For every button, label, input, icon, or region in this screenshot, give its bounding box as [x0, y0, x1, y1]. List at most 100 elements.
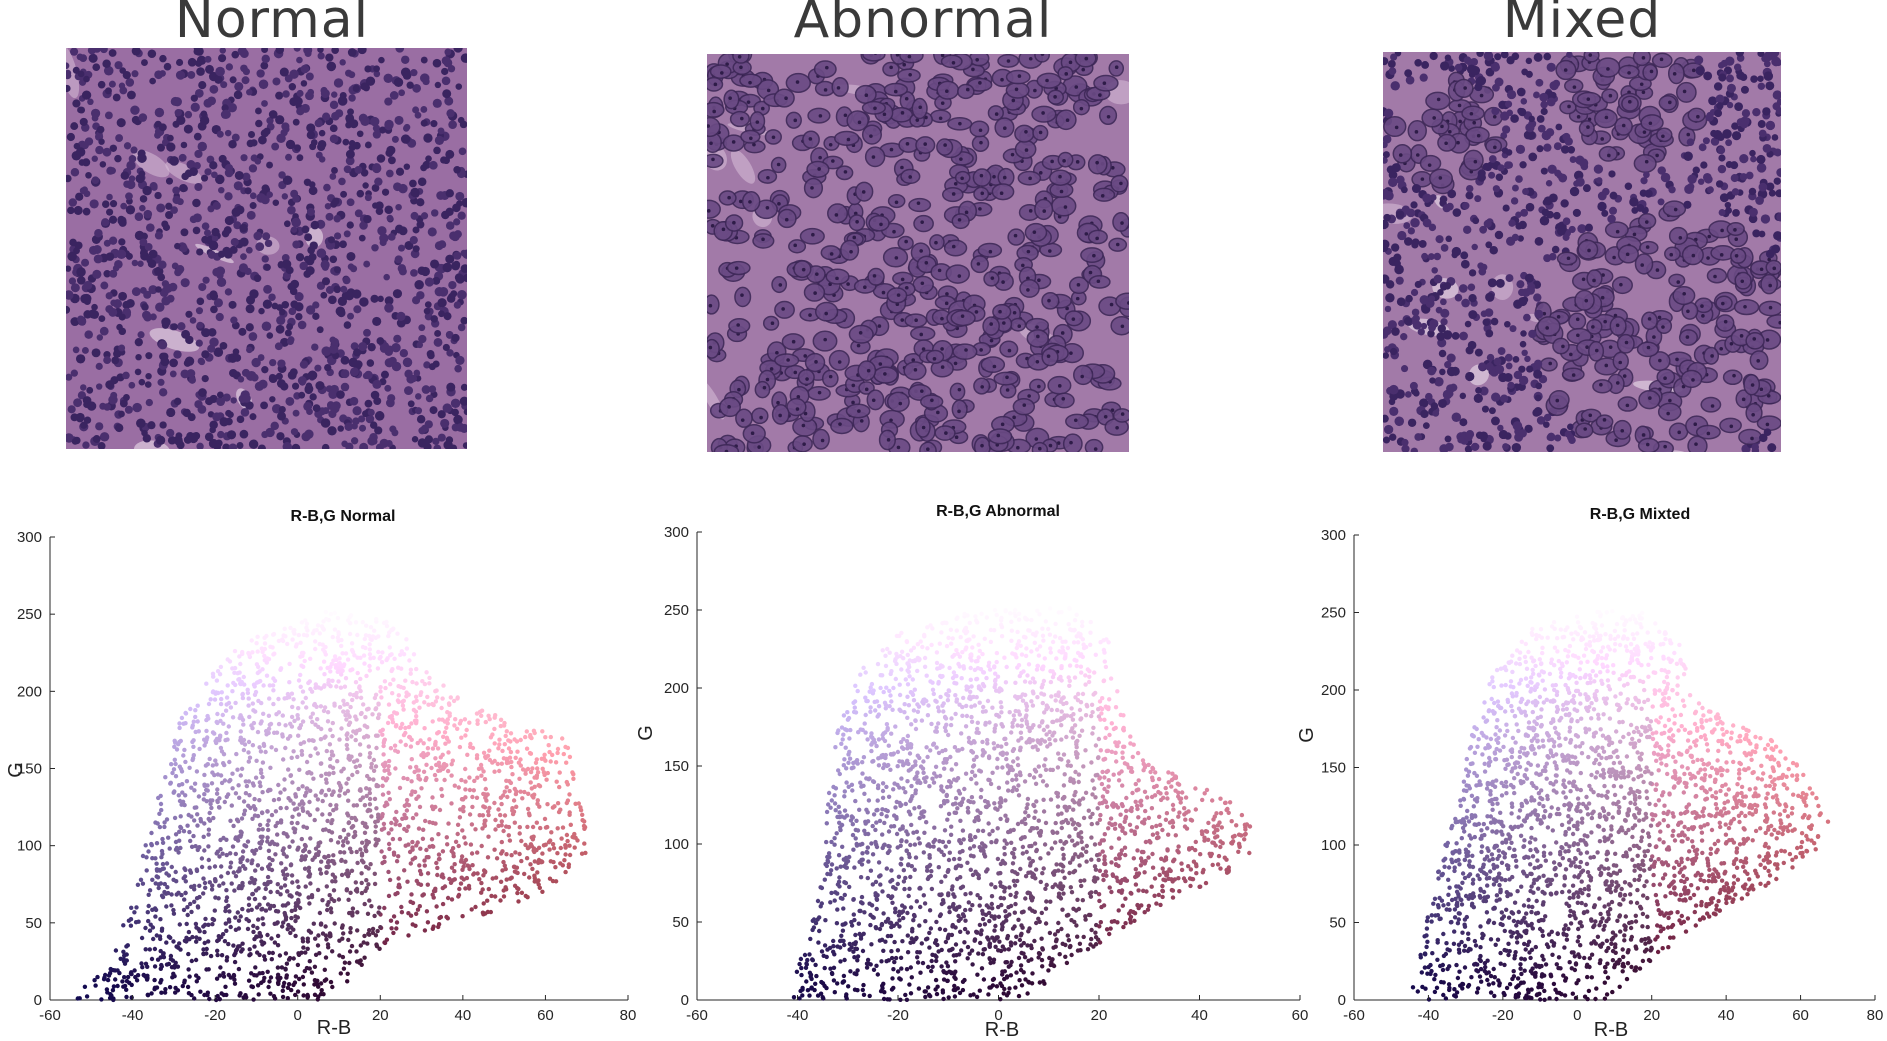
scatter-point	[203, 916, 208, 922]
tissue-nucleus	[229, 76, 237, 84]
scatter-point	[140, 965, 145, 970]
scatter-point	[563, 852, 568, 857]
scatter-point	[433, 699, 439, 704]
scatter-point	[405, 879, 410, 884]
scatter-point	[379, 660, 385, 665]
scatter-point	[338, 850, 343, 855]
scatter-point	[205, 762, 210, 767]
scatter-point	[288, 773, 294, 778]
tissue-nucleus	[222, 393, 231, 402]
scatter-point	[224, 702, 229, 707]
scatter-point	[341, 698, 346, 703]
scatter-point	[167, 985, 173, 990]
scatter-point	[249, 907, 254, 912]
scatter-point	[181, 753, 186, 758]
scatter-point	[502, 813, 508, 818]
scatter-point	[367, 647, 372, 652]
scatter-point	[364, 623, 369, 628]
scatter-point	[339, 643, 344, 649]
scatter-point	[199, 864, 205, 870]
scatter-point	[246, 759, 251, 764]
scatter-point	[210, 770, 215, 775]
scatter-point	[133, 920, 139, 925]
scatter-point	[146, 918, 151, 924]
scatter-point	[231, 823, 236, 829]
scatter-point	[264, 673, 270, 678]
tissue-nucleus	[66, 132, 75, 142]
scatter-point	[176, 793, 181, 798]
scatter-point	[262, 641, 268, 646]
scatter-point	[343, 859, 348, 864]
scatter-point	[374, 806, 379, 811]
tissue-nucleus	[180, 278, 190, 288]
scatter-point	[567, 843, 572, 848]
scatter-point	[446, 701, 452, 706]
tissue-nucleus	[275, 372, 283, 380]
scatter-point	[231, 972, 237, 978]
scatter-point	[324, 977, 329, 982]
scatter-point	[320, 812, 325, 817]
scatter-point	[217, 883, 222, 888]
scatter-point	[240, 906, 245, 912]
scatter-point	[270, 645, 275, 650]
scatter-point	[471, 788, 476, 793]
scatter-point	[401, 732, 407, 738]
scatter-point	[410, 679, 415, 685]
tissue-image-normal	[66, 48, 467, 449]
scatter-point	[215, 669, 221, 674]
scatter-point	[434, 860, 439, 866]
scatter-point	[282, 787, 287, 792]
scatter-point	[173, 869, 178, 875]
tissue-nucleus	[261, 255, 269, 263]
scatter-point	[299, 836, 304, 842]
scatter-point	[530, 793, 535, 798]
scatter-point	[289, 724, 295, 729]
scatter-point	[223, 984, 228, 989]
scatter-point	[218, 733, 223, 738]
scatter-point	[269, 745, 274, 750]
scatter-point	[555, 851, 560, 856]
scatter-point	[362, 955, 367, 960]
scatter-point	[468, 842, 474, 847]
scatter-point	[367, 663, 372, 669]
scatter-point	[268, 991, 273, 996]
scatter-point	[288, 862, 294, 867]
scatter-point	[386, 758, 392, 764]
scatter-point	[540, 851, 545, 856]
scatter-point	[389, 827, 394, 832]
scatter-point	[349, 943, 355, 949]
scatter-point	[442, 730, 448, 735]
scatter-point	[414, 666, 419, 672]
scatter-point	[232, 981, 238, 986]
scatter-point	[207, 810, 212, 816]
scatter-point	[146, 903, 151, 909]
scatter-point	[435, 695, 440, 700]
scatter-point	[372, 881, 378, 887]
scatter-point	[563, 869, 568, 875]
scatter-point	[419, 786, 424, 791]
scatter-point	[439, 793, 445, 798]
scatter-point	[475, 775, 480, 780]
scatter-point	[255, 729, 261, 735]
scatter-point	[322, 672, 327, 677]
scatter-point	[195, 719, 200, 724]
scatter-point	[449, 897, 455, 902]
scatter-point	[345, 840, 350, 845]
scatter-point	[377, 905, 382, 910]
tissue-nucleus	[305, 305, 316, 315]
scatter-point	[206, 844, 211, 849]
tissue-nucleus	[269, 358, 277, 367]
scatter-point	[288, 930, 293, 936]
scatter-point	[275, 980, 281, 985]
scatter-point	[226, 941, 231, 947]
scatter-point	[194, 769, 200, 774]
scatter-point	[435, 865, 440, 871]
scatter-point	[512, 786, 517, 792]
scatter-point	[446, 750, 451, 755]
scatter-point	[504, 785, 509, 790]
scatter-point	[275, 909, 281, 914]
scatter-point	[328, 979, 334, 985]
tissue-nucleus	[266, 161, 274, 169]
scatter-point	[268, 765, 273, 770]
scatter-point	[255, 649, 260, 654]
